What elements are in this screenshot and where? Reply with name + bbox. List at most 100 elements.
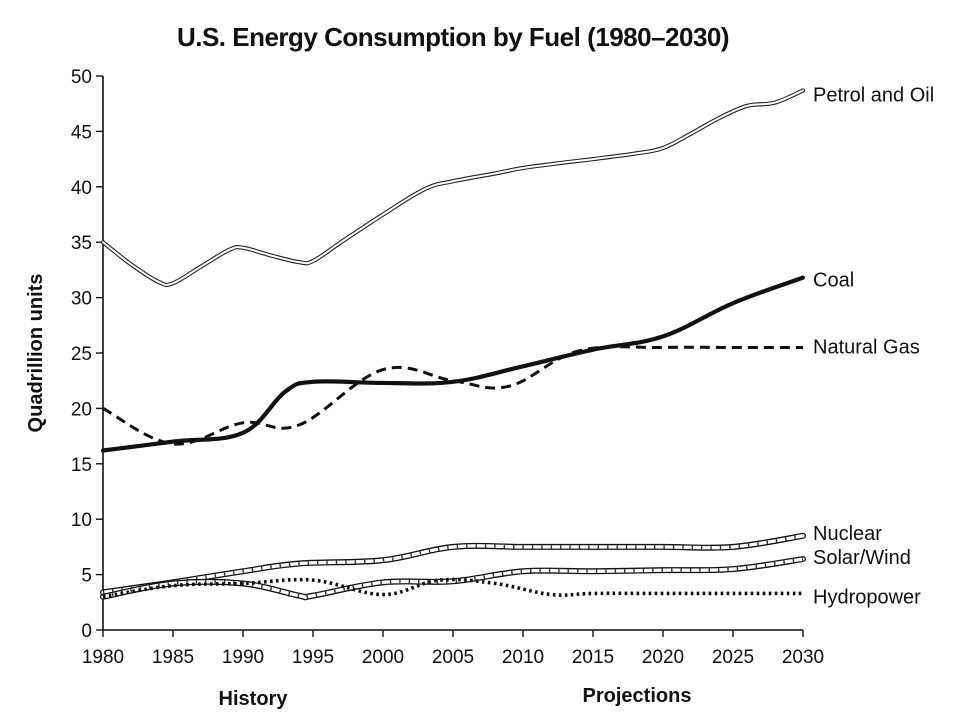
series-petrol-and-oil-point xyxy=(158,281,160,283)
series-petrol-and-oil-point xyxy=(774,101,776,103)
y-tick-label: 40 xyxy=(71,178,92,199)
series-petrol-and-oil-point xyxy=(228,249,230,251)
series-solar-wind-point xyxy=(662,569,664,571)
x-ticks: 1980 1985 1990 1995 2000 2005 2010 2015 2020 2025… xyxy=(82,630,824,668)
y-ticks: 0 5 10 15 20 25 30 35 40 45 50 xyxy=(71,67,103,642)
series-petrol-and-oil-point xyxy=(662,147,664,149)
series-nuclear-point xyxy=(662,546,664,548)
series-hydropower-point xyxy=(242,582,244,584)
series-petrol-and-oil-point xyxy=(298,261,300,263)
series-natural-gas-point xyxy=(732,346,734,348)
series-petrol-and-oil-point xyxy=(564,161,566,163)
series-petrol-and-oil-point xyxy=(270,254,272,256)
series-hydropower-point xyxy=(438,579,440,581)
x-tick-label: 1985 xyxy=(152,647,194,668)
series-petrol-and-oil-point xyxy=(102,241,104,243)
series-petrol-and-oil-point xyxy=(522,167,524,169)
series-petrol-and-oil-point xyxy=(424,188,426,190)
series-coal-point xyxy=(102,449,104,451)
series-natural-gas-point xyxy=(172,443,174,445)
series-nuclear-point xyxy=(592,546,594,548)
x-tick-label: 1990 xyxy=(222,647,264,668)
x-tick-label: 2030 xyxy=(782,647,824,668)
y-tick-label: 0 xyxy=(81,621,92,642)
series-nuclear-point xyxy=(298,562,300,564)
x-tick-label: 1995 xyxy=(292,647,334,668)
y-axis-label: Quadrillion units xyxy=(25,274,47,433)
series-natural-gas xyxy=(102,345,804,446)
x-tick-label: 2010 xyxy=(502,647,544,668)
series-coal-line xyxy=(100,275,806,453)
x-tick-label: 2020 xyxy=(642,647,684,668)
series-hydropower-point xyxy=(172,584,174,586)
series-petrol-and-oil-point xyxy=(242,247,244,249)
series-petrol-and-oil-point xyxy=(634,152,636,154)
y-tick-label: 10 xyxy=(71,510,92,531)
projections-label: Projections xyxy=(583,685,692,707)
series-nuclear-point xyxy=(732,546,734,548)
series-natural-gas-point xyxy=(662,346,664,348)
y-tick-label: 45 xyxy=(71,122,92,143)
series-petrol-and-oil xyxy=(100,88,806,288)
series-solar-wind-point xyxy=(172,582,174,584)
x-tick-label: 2025 xyxy=(712,647,754,668)
series-natural-gas-point xyxy=(298,424,300,426)
series-solar-wind-point xyxy=(298,594,300,596)
y-tick-label: 15 xyxy=(71,455,92,476)
series-natural-gas-point xyxy=(102,407,104,409)
series-petrol-and-oil-point xyxy=(494,172,496,174)
legend-label-nuclear: Nuclear xyxy=(813,523,882,545)
chart-title: U.S. Energy Consumption by Fuel (1980–20… xyxy=(177,22,729,52)
series-petrol-and-oil-point xyxy=(592,158,594,160)
series-solar-wind-point xyxy=(592,570,594,572)
series-coal-point xyxy=(382,382,384,384)
series-solar-wind-point xyxy=(312,594,314,596)
series-nuclear-point xyxy=(102,591,104,593)
series-petrol-and-oil-point xyxy=(452,180,454,182)
series-hydropower-point xyxy=(494,582,496,584)
legend-label-natural-gas: Natural Gas xyxy=(813,336,920,358)
series-hydropower-point xyxy=(312,579,314,581)
series-nuclear-point xyxy=(242,570,244,572)
series-coal-point xyxy=(662,335,664,337)
legend-label-coal: Coal xyxy=(813,270,854,292)
series-hydropower xyxy=(102,577,804,599)
series-petrol-and-oil-point xyxy=(746,105,748,107)
x-tick-label: 2005 xyxy=(432,647,474,668)
series-solar-wind-point xyxy=(382,581,384,583)
y-tick-label: 50 xyxy=(71,67,92,88)
y-tick-label: 20 xyxy=(71,399,92,420)
series-hydropower-point xyxy=(550,593,552,595)
series-petrol-and-oil-line-outer xyxy=(100,88,806,288)
series-coal xyxy=(100,275,806,453)
series-nuclear xyxy=(100,532,806,596)
legend: Petrol and Oil Coal Natural Gas NuclearSola… xyxy=(813,84,934,608)
series-petrol-and-oil-point xyxy=(802,89,804,91)
series-hydropower-point xyxy=(802,592,804,594)
series-hydropower-point xyxy=(732,592,734,594)
series-petrol-and-oil-point xyxy=(172,282,174,284)
series-nuclear-point xyxy=(802,535,804,537)
series-petrol-and-oil-point xyxy=(382,213,384,215)
y-tick-label: 5 xyxy=(81,566,92,587)
series-solar-wind-point xyxy=(802,558,804,560)
series-petrol-and-oil-point xyxy=(312,260,314,262)
series-natural-gas-line xyxy=(102,345,803,446)
series-nuclear-point xyxy=(382,559,384,561)
y-tick-label: 30 xyxy=(71,289,92,310)
series-natural-gas-point xyxy=(578,350,580,352)
series-petrol-and-oil-point xyxy=(200,265,202,267)
y-tick-label: 35 xyxy=(71,233,92,254)
series-petrol-and-oil-point xyxy=(130,263,132,265)
series-natural-gas-point xyxy=(802,346,804,348)
series-coal-point xyxy=(802,276,804,278)
x-tick-label: 2015 xyxy=(572,647,614,668)
legend-label-hydropower: Hydropower xyxy=(813,586,921,608)
legend-label-solar-wind: Solar/Wind xyxy=(813,547,911,569)
series-natural-gas-point xyxy=(382,368,384,370)
series-hydropower-point xyxy=(102,596,104,598)
series-natural-gas-point xyxy=(508,385,510,387)
x-tick-label: 2000 xyxy=(362,647,404,668)
series-coal-point xyxy=(172,440,174,442)
